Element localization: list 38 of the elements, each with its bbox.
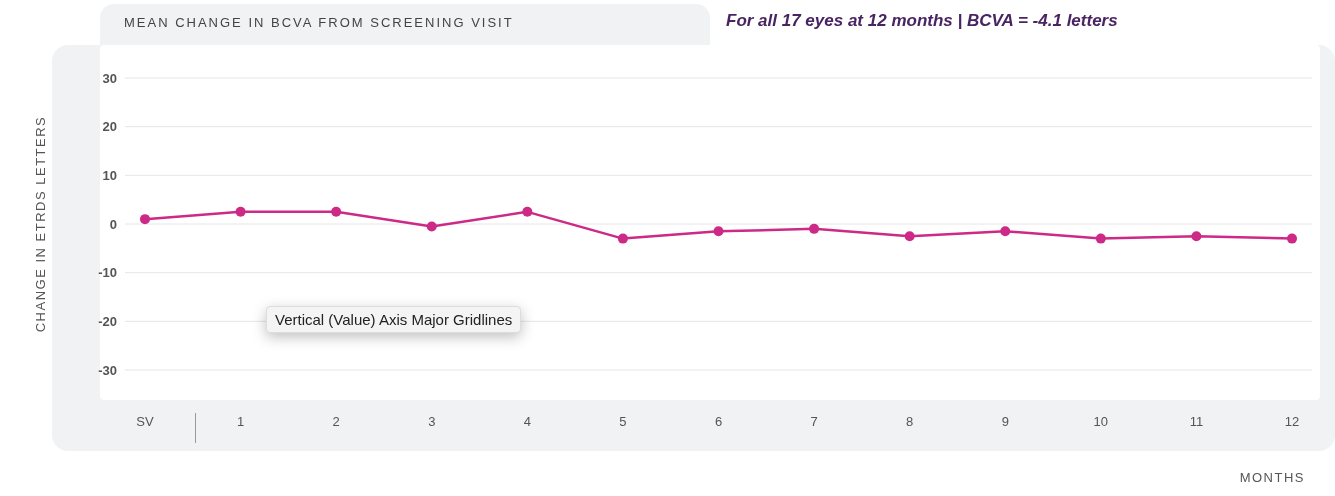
x-tick-label: 8 [906, 414, 914, 429]
x-tick-label: 7 [810, 414, 818, 429]
y-axis-title: CHANGE IN ETRDS LETTERS [32, 115, 48, 333]
x-tick-label: 4 [523, 414, 531, 429]
point [522, 206, 533, 217]
y-tick-label: -10 [98, 265, 117, 281]
x-tick-label: 12 [1284, 414, 1300, 429]
point [235, 206, 246, 217]
x-tick-label: 10 [1093, 414, 1109, 429]
point [1000, 226, 1011, 237]
chart-subtitle: For all 17 eyes at 12 months | BCVA = -4.1 letters [726, 11, 1118, 31]
chart-title: MEAN CHANGE IN BCVA FROM SCREENING VISIT [124, 15, 514, 30]
point [1287, 233, 1297, 244]
x-tick-label: 2 [332, 414, 340, 429]
point [426, 221, 437, 232]
x-tick-label: 9 [1001, 414, 1009, 429]
point [617, 233, 628, 244]
y-tick-label: -30 [98, 362, 117, 378]
x-axis-title: MONTHS [1239, 470, 1305, 485]
annotation: Vertical (Value) Axis Major Gridlines [266, 306, 522, 333]
point [904, 231, 915, 242]
x-tick-label: 3 [428, 414, 436, 429]
point [713, 226, 724, 237]
y-tick-label: 30 [102, 70, 117, 86]
point [331, 206, 342, 217]
x-tick-label: 6 [714, 414, 723, 429]
y-tick-label: 0 [109, 216, 117, 232]
x-tick-label: 1 [236, 414, 245, 429]
point [809, 223, 820, 234]
y-tick-label: 20 [102, 119, 117, 135]
x-tick-label: SV [136, 414, 154, 429]
y-tick-label: 10 [102, 167, 117, 183]
x-tick-label: 5 [619, 414, 627, 429]
point [140, 214, 150, 225]
point [1095, 233, 1106, 244]
x-tick-label: 11 [1189, 414, 1204, 429]
y-tick-label: -20 [98, 313, 117, 329]
point [1191, 231, 1202, 242]
